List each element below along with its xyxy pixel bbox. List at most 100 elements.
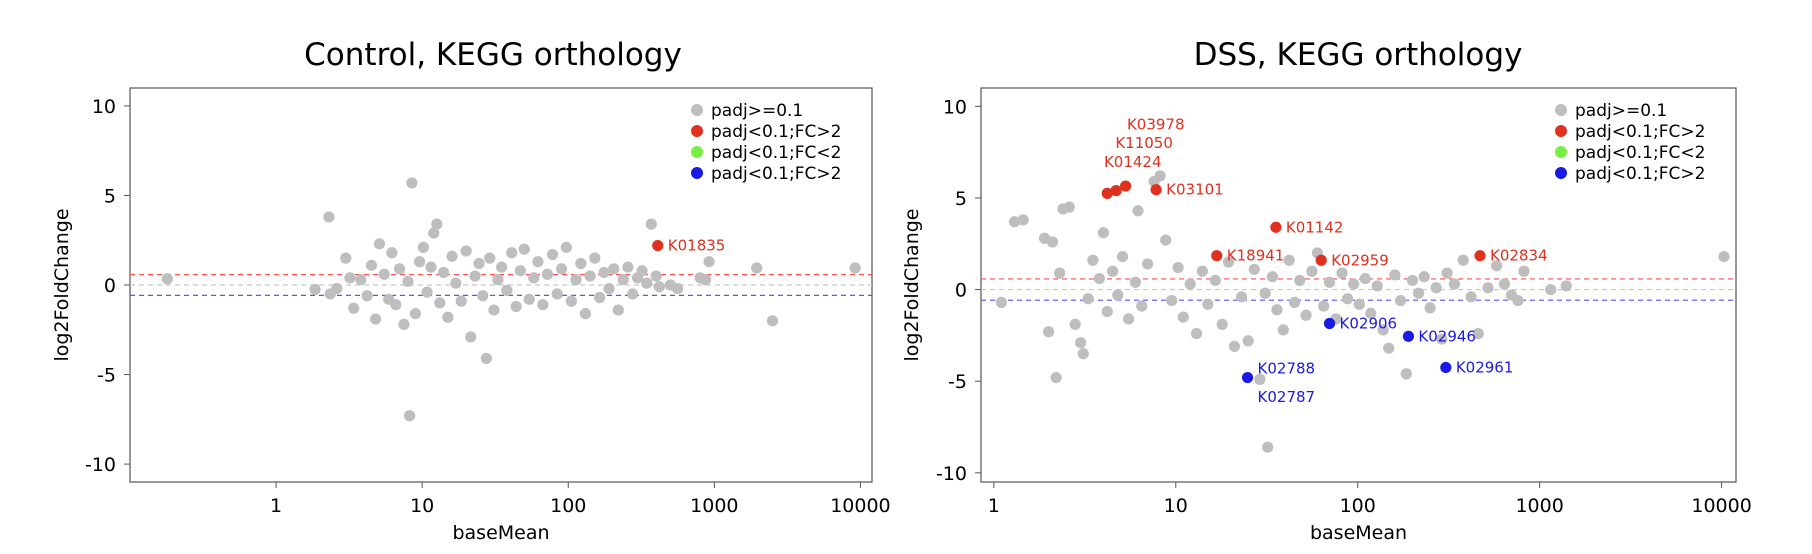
chart-title: DSS, KEGG orthology [1194,37,1523,73]
data-point [1289,296,1301,309]
data-point [523,293,535,305]
data-point [425,261,437,273]
data-point [434,297,446,309]
data-point [1184,278,1196,290]
x-tick-label: 100 [1340,495,1376,517]
data-point [1518,265,1530,277]
data-point [1075,337,1087,349]
data-point [161,273,173,285]
data-point [1160,234,1172,246]
data-point [1196,265,1208,277]
y-axis-label: log2FoldChange [901,208,923,361]
y-tick-label: 0 [104,275,116,297]
point-label: K03978 [1127,116,1185,134]
data-point [1359,272,1371,285]
data-point [1545,283,1557,296]
data-point [477,290,489,302]
chart-title: Control, KEGG orthology [304,37,682,73]
data-point [703,256,715,268]
data-point [373,238,386,250]
point-label: K02961 [1456,358,1514,376]
data-point [766,315,779,327]
data-point [1172,261,1184,274]
data-point [365,259,378,271]
data-point [309,283,321,296]
y-tick-label: 10 [92,96,116,118]
data-point [348,302,360,314]
data-point [344,272,356,284]
data-point [442,311,454,323]
data-point [1371,280,1383,292]
data-point [598,266,610,279]
data-point [603,282,615,295]
data-point [1043,326,1055,338]
data-point [1482,282,1494,294]
data-point [617,274,629,286]
y-tick-label: 5 [104,185,116,207]
data-point [1718,250,1730,263]
data-point [589,252,601,264]
data-point [340,252,352,264]
data-point [1177,311,1189,323]
data-point [1430,282,1442,294]
data-point [1266,271,1279,283]
data-point [390,299,402,311]
data-point [579,308,591,320]
data-point [1498,278,1510,290]
point-label: K02906 [1340,314,1398,332]
data-point [386,247,398,259]
point-label: K02787 [1258,388,1316,406]
legend-marker [1555,104,1567,116]
data-point [608,263,620,275]
data-point [1441,267,1453,279]
data-point [431,218,443,230]
legend-label: padj<0.1;FC>2 [1575,164,1705,184]
data-point [650,270,662,282]
data-point [460,245,472,257]
data-point [849,262,861,274]
data-point [492,274,504,286]
data-point [1323,276,1336,288]
legend-marker [1555,146,1567,158]
data-point [428,227,440,239]
data-point [361,290,373,302]
data-point [751,262,763,274]
data-point [1353,298,1365,310]
point-label: K03101 [1166,181,1224,199]
data-point [641,277,653,289]
plot-frame [980,87,1737,483]
data-point [323,211,335,223]
data-point [528,272,540,284]
data-point [1402,330,1415,342]
data-point [1211,250,1223,262]
data-point [560,241,572,253]
data-point [1389,269,1401,281]
data-point [1190,327,1203,340]
data-point [484,252,496,264]
data-point [537,299,549,311]
data-point [1046,236,1059,248]
data-point [1008,216,1021,228]
data-point [1365,307,1377,320]
legend-label: padj<0.1;FC>2 [1575,122,1705,142]
data-point [1412,287,1425,299]
y-tick-label: -10 [936,463,967,485]
data-point [1216,318,1228,330]
panel-2: DSS, KEGG orthology 1 10 100 1000 10000 -10 -5 0… [901,37,1752,544]
data-point [1228,340,1241,352]
data-point [1110,185,1122,197]
legend-marker [691,104,703,116]
data-point [446,250,458,262]
data-point [645,218,657,230]
data-point [1271,304,1283,316]
data-point [532,256,544,268]
y-axis-label: log2FoldChange [51,208,73,361]
data-point [1116,250,1129,263]
data-point [1306,265,1318,277]
y-tick-label: -10 [85,454,116,476]
data-point [331,282,343,295]
data-point [1017,214,1029,226]
legend-label: padj<0.1;FC>2 [711,122,841,142]
y-tick-label: 10 [943,96,967,118]
data-point [1277,324,1289,336]
